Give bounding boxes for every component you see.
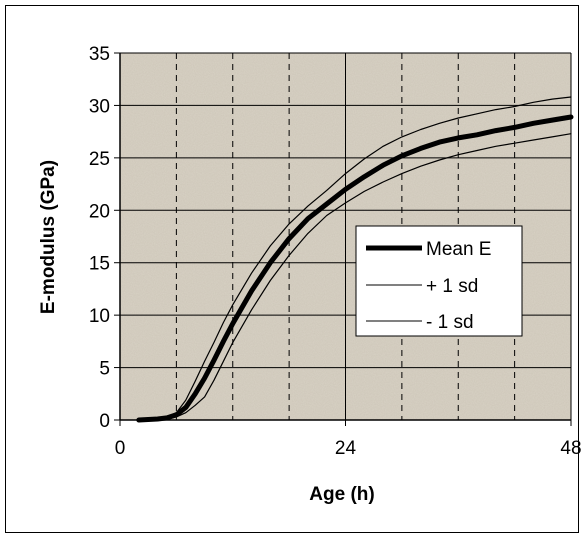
series-plus-1sd-line <box>138 96 572 421</box>
y-tick-label: 10 <box>89 306 110 327</box>
y-axis-title: E-modulus (GPa) <box>38 160 59 314</box>
x-tick-label: 24 <box>335 438 357 459</box>
tick-labels: 0 5 10 15 20 25 30 35 0 24 48 <box>89 44 582 459</box>
x-tick-label: 48 <box>560 438 581 459</box>
legend-label-minus-sd: - 1 sd <box>426 312 474 333</box>
y-tick-label: 0 <box>99 411 110 432</box>
y-tick-label: 5 <box>99 359 110 380</box>
x-axis-title: Age (h) <box>309 484 374 505</box>
legend-label-mean: Mean E <box>426 239 491 260</box>
legend-box <box>355 225 523 337</box>
y-tick-label: 15 <box>89 254 110 275</box>
y-tick-label: 35 <box>89 44 110 65</box>
legend: Mean E + 1 sd - 1 sd <box>355 225 523 337</box>
y-tick-label: 25 <box>89 149 110 170</box>
y-tick-label: 20 <box>89 201 110 222</box>
x-tick-label: 0 <box>115 438 126 459</box>
series-lines <box>136 96 574 423</box>
series-minus-1sd-line <box>138 133 572 421</box>
series-mean-e-line <box>136 114 574 423</box>
legend-label-plus-sd: + 1 sd <box>426 276 478 297</box>
y-tick-label: 30 <box>89 96 110 117</box>
axes <box>114 52 572 426</box>
